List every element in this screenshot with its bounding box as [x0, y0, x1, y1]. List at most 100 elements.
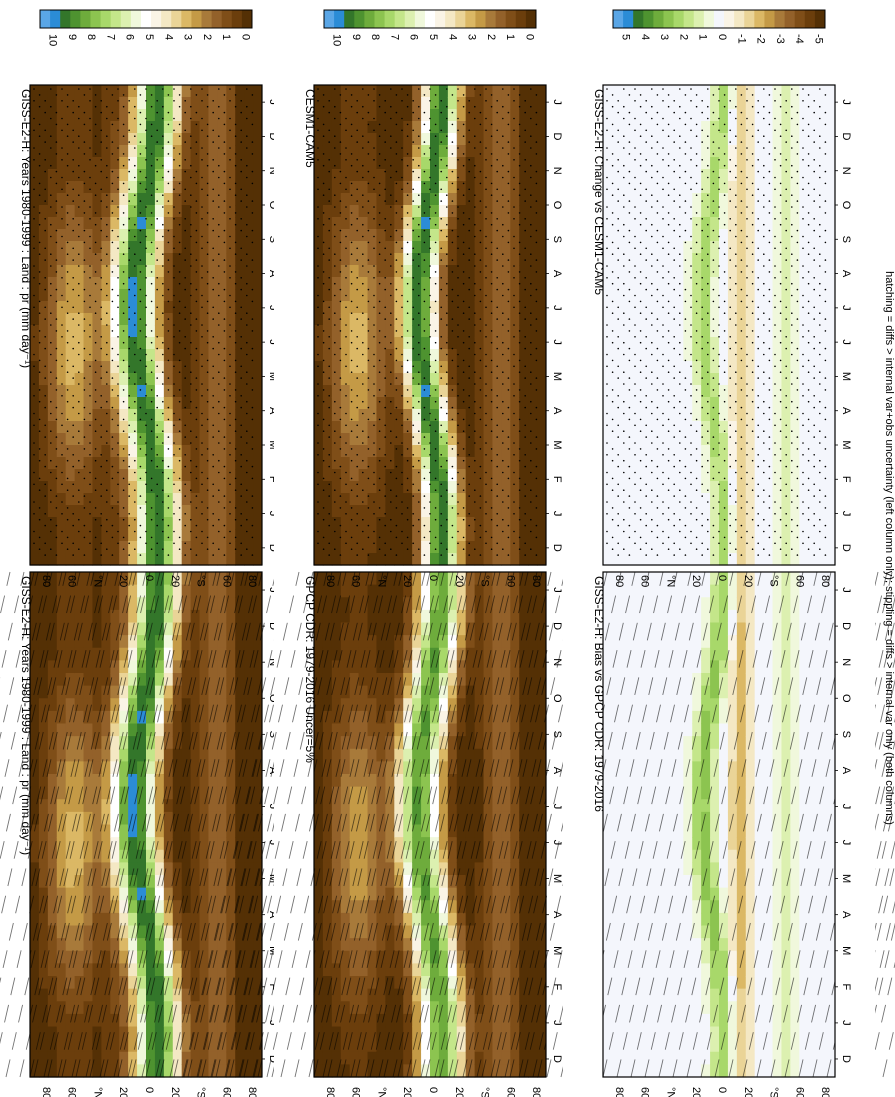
stipple-dot — [190, 282, 192, 285]
stipple-dot — [55, 524, 58, 527]
heatmap-cell — [519, 584, 529, 598]
heatmap-cell — [74, 397, 85, 410]
heatmap-cell — [190, 205, 201, 218]
heatmap-cell — [199, 157, 210, 170]
heatmap-cell — [376, 938, 386, 952]
stipple-dot — [240, 436, 242, 438]
stipple-dot — [150, 430, 153, 433]
heatmap-cell — [537, 976, 547, 990]
stipple-dot — [229, 129, 231, 132]
heatmap-cell — [322, 541, 333, 554]
heatmap-cell — [226, 217, 236, 230]
heatmap-cell — [199, 938, 210, 952]
heatmap-cell — [146, 193, 156, 206]
stipple-dot — [162, 383, 164, 385]
heatmap-cell — [47, 824, 58, 838]
heatmap-cell — [244, 445, 254, 458]
heatmap-cell — [519, 887, 529, 901]
heatmap-cell — [322, 517, 333, 530]
heatmap-cell — [92, 698, 102, 712]
heatmap-cell — [137, 313, 147, 326]
colorbar-swatch — [201, 10, 213, 28]
stipple-dot — [50, 442, 52, 444]
heatmap-cell — [74, 837, 85, 851]
heatmap-cell — [376, 988, 386, 1002]
heatmap-cell — [199, 493, 210, 506]
heatmap-cell — [101, 361, 111, 374]
heatmap-cell — [199, 875, 210, 889]
heatmap-cell — [501, 963, 511, 977]
hatch-line — [15, 571, 133, 1078]
stipple-dot — [156, 513, 158, 515]
heatmap-cell — [56, 385, 67, 398]
heatmap-cell — [358, 938, 369, 952]
month-tick-label: D — [551, 1055, 563, 1063]
heatmap-cell — [56, 1064, 67, 1078]
stipple-dot — [246, 501, 248, 503]
heatmap-cell — [190, 433, 201, 446]
hatch-line — [439, 571, 557, 1078]
stipple-dot — [201, 412, 203, 415]
stipple-dot — [150, 548, 153, 550]
heatmap-cell — [528, 736, 538, 750]
stipple-dot — [195, 141, 198, 143]
heatmap-cell — [412, 748, 422, 762]
heatmap-cell — [56, 313, 67, 326]
stipple-dot — [38, 371, 41, 374]
stipple-dot — [251, 111, 254, 114]
heatmap-cell — [358, 900, 369, 914]
heatmap-cell — [128, 736, 138, 750]
heatmap-cell — [244, 635, 254, 649]
stipple-dot — [38, 418, 41, 421]
heatmap-cell — [83, 635, 94, 649]
heatmap-cell — [438, 572, 449, 586]
heatmap-cell — [128, 433, 138, 446]
heatmap-cell — [92, 457, 102, 470]
heatmap-cell — [253, 572, 263, 586]
heatmap-cell — [38, 397, 49, 410]
heatmap-cell — [56, 529, 67, 542]
stipple-dot — [240, 406, 242, 409]
stipple-dot — [195, 436, 198, 438]
stipple-dot — [72, 259, 74, 261]
heatmap-cell — [226, 517, 236, 530]
hatch-line — [327, 571, 445, 1078]
heatmap-cell — [456, 1026, 467, 1040]
heatmap-cell — [181, 698, 192, 712]
heatmap-cell — [226, 710, 236, 725]
heatmap-cell — [199, 85, 210, 98]
heatmap-cell — [537, 698, 547, 712]
stipple-dot — [122, 548, 125, 550]
stipple-dot — [100, 159, 102, 161]
heatmap-cell — [30, 976, 40, 990]
stipple-dot — [128, 247, 130, 250]
heatmap-cell — [253, 421, 263, 434]
heatmap-cell — [146, 609, 156, 624]
stipple-dot — [167, 271, 170, 273]
heatmap-cell — [30, 938, 40, 952]
stipple-dot — [83, 200, 86, 202]
stipple-dot — [173, 176, 175, 179]
heatmap-cell — [190, 457, 201, 470]
stipple-dot — [190, 164, 192, 167]
heatmap-cell — [92, 685, 102, 699]
stipple-dot — [229, 513, 231, 515]
heatmap-cell — [110, 397, 120, 410]
heatmap-cell — [438, 597, 449, 611]
heatmap-cell — [30, 241, 40, 254]
heatmap-cell — [217, 710, 227, 725]
heatmap-cell — [65, 445, 76, 458]
heatmap-cell — [110, 169, 120, 182]
heatmap-cell — [30, 635, 40, 649]
stipple-dot — [212, 436, 214, 438]
heatmap-cell — [74, 253, 85, 266]
heatmap-cell — [331, 660, 342, 674]
stipple-dot — [195, 389, 198, 391]
heatmap-cell — [128, 229, 138, 242]
heatmap-cell — [314, 736, 324, 750]
heatmap-cell — [322, 900, 333, 914]
heatmap-cell — [349, 397, 360, 410]
heatmap-cell — [340, 925, 351, 939]
month-tick-label: J — [551, 587, 563, 593]
heatmap-cell — [92, 950, 102, 964]
